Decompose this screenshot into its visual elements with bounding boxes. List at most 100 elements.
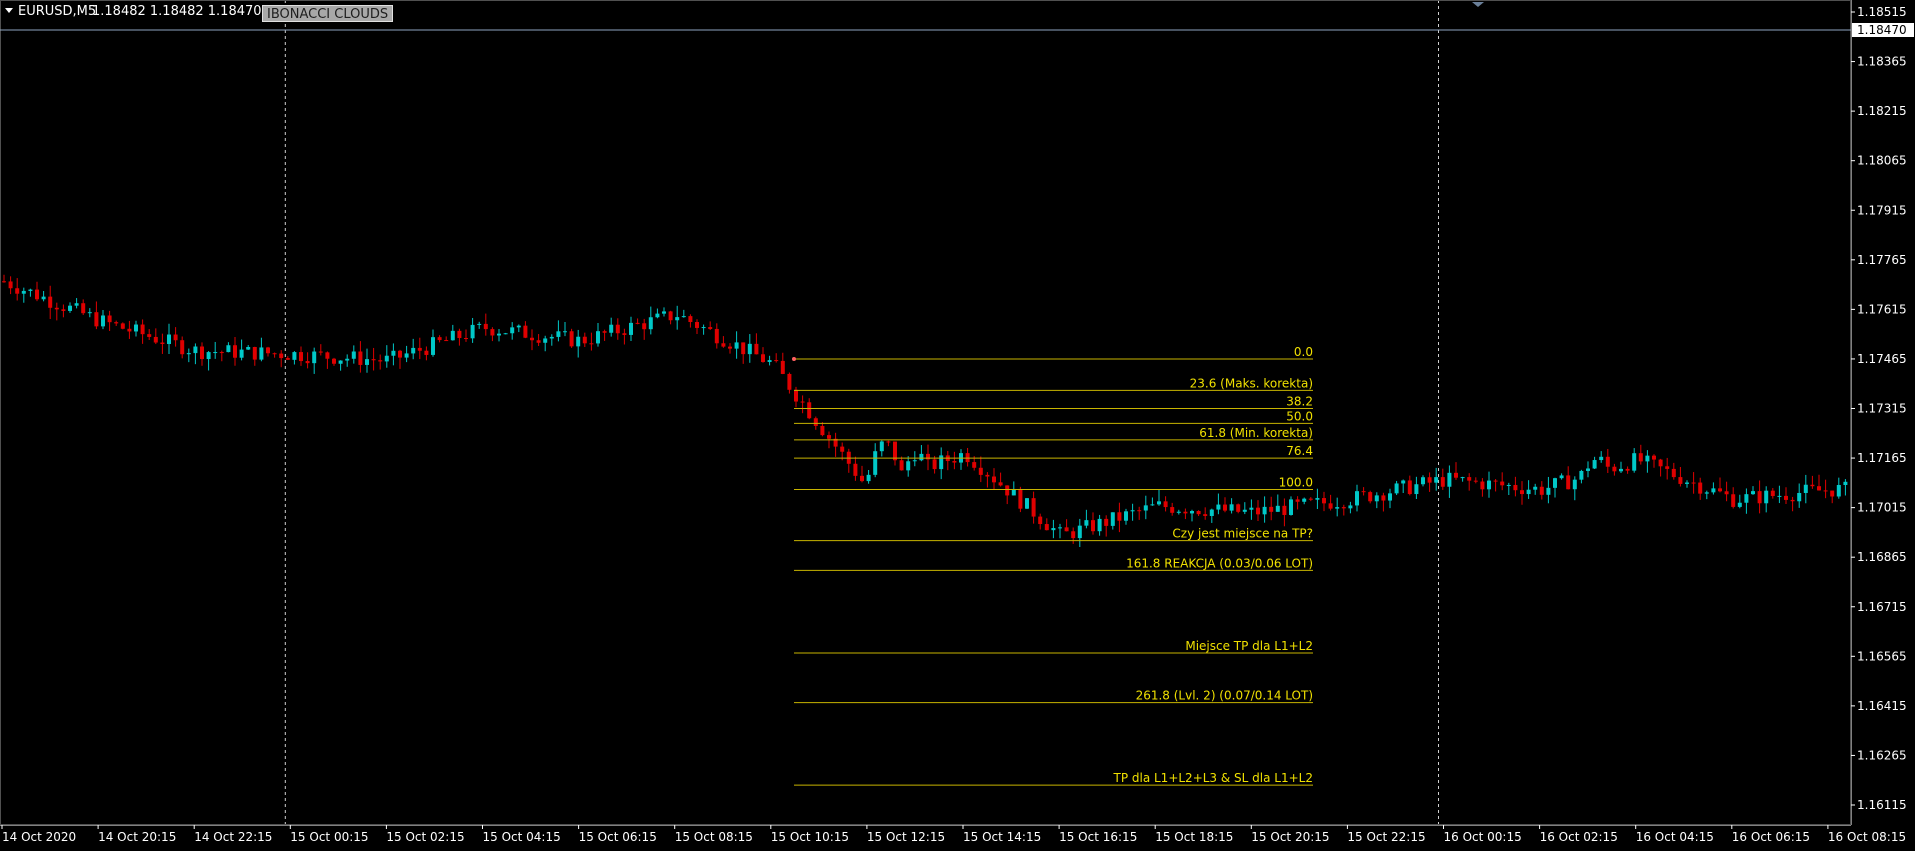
time-tick-label: 15 Oct 08:15 <box>675 830 753 844</box>
candle-bear <box>417 347 422 351</box>
candle-bull <box>563 331 567 333</box>
candle-bull <box>1355 491 1359 506</box>
candle-bull <box>411 347 416 354</box>
candle-bear <box>523 325 528 338</box>
candle-bear <box>160 342 165 345</box>
candle-bull <box>1262 506 1267 515</box>
candle-bull <box>1335 507 1340 509</box>
candle-bear <box>1427 477 1432 483</box>
candle-bull <box>1546 487 1551 495</box>
candle-bear <box>827 435 831 439</box>
candle-bull <box>101 315 105 327</box>
fib-level-label: 261.8 (Lvl. 2) (0.07/0.14 LOT) <box>1136 689 1313 703</box>
candle-bear <box>266 347 270 354</box>
price-tick-label: 1.17165 <box>1857 451 1907 465</box>
candle-bear <box>1005 485 1010 496</box>
candle-bull <box>41 296 46 300</box>
price-tick-label: 1.16415 <box>1857 699 1907 713</box>
price-tick-label: 1.17315 <box>1857 402 1907 416</box>
candle-bear <box>1770 490 1775 497</box>
price-tick-label: 1.16715 <box>1857 600 1907 614</box>
candle-bull <box>1645 455 1650 462</box>
triangle-down-icon[interactable] <box>5 8 13 13</box>
candle-bull <box>1777 495 1782 497</box>
candle-bull <box>1711 488 1716 493</box>
candle-bear <box>114 322 119 324</box>
candle-bull <box>596 331 600 344</box>
candle-bear <box>1341 507 1346 509</box>
time-tick-label: 15 Oct 22:15 <box>1347 830 1425 844</box>
candle-bull <box>246 347 251 350</box>
candle-bull <box>701 327 706 329</box>
candle-bull <box>1388 493 1392 501</box>
candle-bull <box>1157 501 1161 505</box>
candle-bear <box>444 340 449 342</box>
candle-bull <box>1150 504 1155 506</box>
fibonacci-clouds-indicator-label[interactable]: IBONACCI CLOUDS <box>262 5 394 22</box>
candle-bear <box>358 351 363 365</box>
candle-bear <box>1170 507 1175 513</box>
price-tick-label: 1.17015 <box>1857 501 1907 515</box>
candle-bull <box>1275 505 1280 512</box>
candle-bull <box>74 303 79 306</box>
candle-bear <box>1724 491 1729 495</box>
candle-bull <box>134 324 138 332</box>
candle-bear <box>173 334 178 341</box>
candle-bull <box>1124 511 1128 521</box>
fib-anchor-point[interactable] <box>792 356 796 361</box>
candle-bull <box>1249 507 1254 510</box>
candle-bull <box>1302 498 1307 502</box>
candle-bull <box>1394 483 1399 494</box>
candle-bull <box>431 337 435 355</box>
candle-bull <box>1190 511 1194 514</box>
candle-bear <box>1757 491 1762 504</box>
candle-bull <box>1579 470 1584 480</box>
candle-bear <box>1625 468 1630 471</box>
chart-shift-marker-icon[interactable] <box>1472 2 1484 7</box>
candle-bull <box>1553 478 1557 488</box>
fib-level-label: 100.0 <box>1279 475 1313 489</box>
candle-bear <box>860 475 864 482</box>
candle-bear <box>530 337 534 341</box>
candle-bear <box>299 352 303 362</box>
candle-bear <box>490 329 495 336</box>
candle-bull <box>1632 453 1637 471</box>
candle-bull <box>873 451 878 475</box>
candle-bull <box>1216 504 1221 510</box>
symbol-timeframe: EURUSD,M5 <box>18 4 96 19</box>
candle-bull <box>1533 486 1538 490</box>
candle-bull <box>1685 482 1689 484</box>
candle-bull <box>510 327 515 334</box>
candle-bear <box>398 350 402 358</box>
candle-bull <box>675 317 680 321</box>
candle-bear <box>325 352 330 359</box>
candle-bear <box>1071 531 1076 539</box>
candle-bull <box>1229 504 1234 511</box>
candle-bull <box>912 460 917 462</box>
candle-bear <box>1440 477 1445 487</box>
candle-bull <box>648 317 653 330</box>
candle-bear <box>305 361 310 364</box>
candle-bull <box>939 455 944 470</box>
candle-bear <box>688 316 693 323</box>
candle-bull <box>906 461 911 471</box>
candle-bear <box>978 467 983 475</box>
fibonacci-levels[interactable]: 0.0 23.6 (Maks. korekta) 38.250.0 61.8 (Min… <box>792 345 1313 786</box>
time-tick-label: 15 Oct 18:15 <box>1155 830 1233 844</box>
candle-bull <box>28 289 33 291</box>
candle-bear <box>1308 498 1313 500</box>
candle-bear <box>81 303 86 314</box>
candle-bear <box>1137 510 1142 512</box>
time-axis[interactable]: 14 Oct 2020 14 Oct 20:15 14 Oct 22:15 15 Oc… <box>1 825 1906 844</box>
candle-bear <box>1790 499 1795 502</box>
price-axis[interactable]: 1.18515 1.18365 1.18215 1.18065 1.17915 1.177… <box>1851 5 1914 812</box>
candle-bear <box>893 441 897 461</box>
candle-bull <box>1051 528 1056 531</box>
candle-bear <box>279 353 284 359</box>
candle-bear <box>219 352 224 354</box>
candle-bull <box>1803 484 1808 493</box>
candle-bear <box>1810 484 1815 487</box>
candle-bear <box>8 281 13 289</box>
